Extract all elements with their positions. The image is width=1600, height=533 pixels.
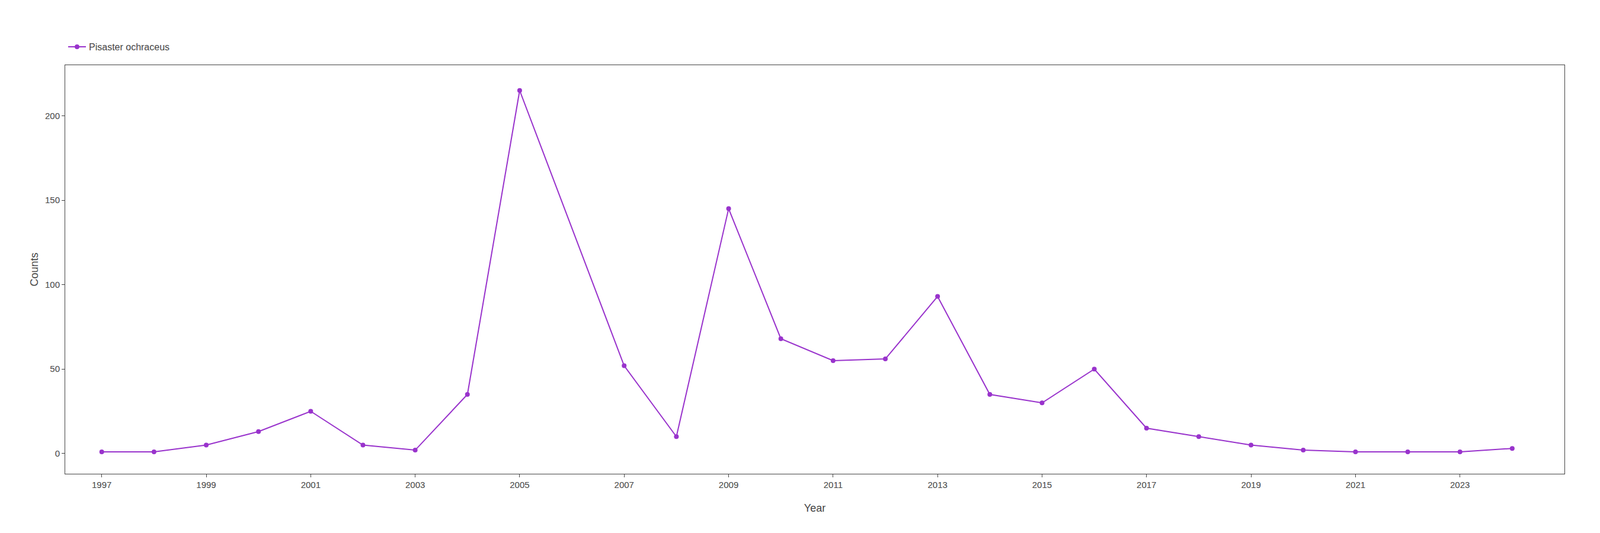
svg-text:2009: 2009 [718, 480, 739, 491]
svg-text:2017: 2017 [1136, 480, 1157, 491]
svg-text:2007: 2007 [614, 480, 635, 491]
svg-text:50: 50 [49, 363, 60, 374]
svg-text:0: 0 [55, 448, 60, 459]
svg-text:1999: 1999 [196, 480, 216, 491]
svg-text:150: 150 [45, 194, 60, 206]
svg-text:2001: 2001 [301, 480, 321, 491]
svg-text:2015: 2015 [1032, 480, 1052, 491]
svg-text:2011: 2011 [823, 480, 843, 491]
svg-text:2019: 2019 [1240, 480, 1261, 491]
svg-text:100: 100 [45, 279, 60, 290]
svg-text:200: 200 [45, 110, 60, 121]
svg-text:Year: Year [804, 502, 826, 515]
svg-text:2005: 2005 [509, 480, 530, 491]
svg-text:1997: 1997 [91, 480, 112, 491]
svg-text:2013: 2013 [927, 480, 947, 491]
svg-text:2003: 2003 [405, 480, 425, 491]
svg-text:2023: 2023 [1450, 480, 1470, 491]
svg-text:2021: 2021 [1345, 480, 1366, 491]
svg-text:Pisaster ochraceus: Pisaster ochraceus [88, 42, 170, 53]
svg-text:Counts: Counts [28, 252, 41, 287]
